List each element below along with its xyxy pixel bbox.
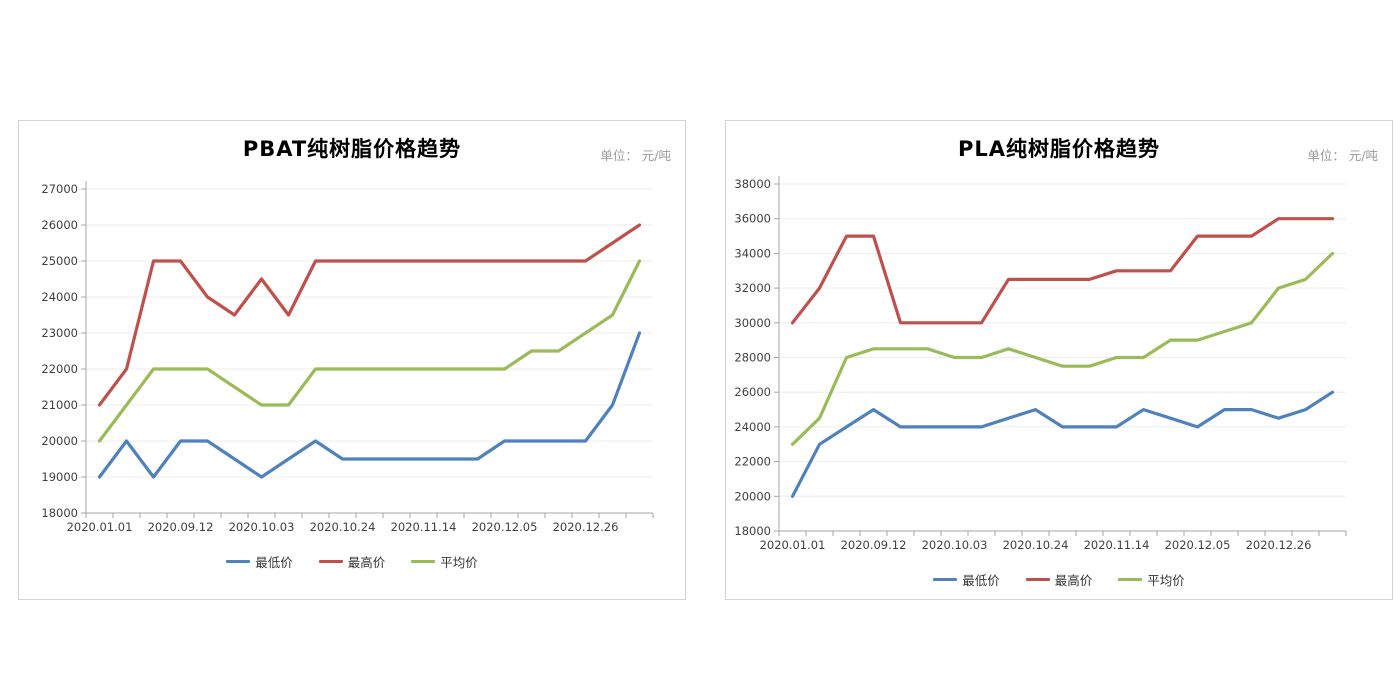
series-line-平均价 bbox=[97, 259, 642, 443]
svg-text:18000: 18000 bbox=[734, 524, 771, 538]
svg-text:2020.01.01: 2020.01.01 bbox=[67, 520, 133, 534]
legend-label: 最高价 bbox=[1054, 573, 1093, 588]
svg-text:2020.10.03: 2020.10.03 bbox=[922, 538, 988, 552]
y-axis-labels: 18000 20000 22000 24000 26000 28000 30000 32000… bbox=[734, 177, 771, 538]
legend-item-min: 最低价 bbox=[933, 570, 1000, 589]
series-line-最高价 bbox=[790, 217, 1335, 325]
svg-text:38000: 38000 bbox=[734, 177, 771, 191]
svg-text:20000: 20000 bbox=[41, 434, 78, 448]
svg-text:23000: 23000 bbox=[41, 326, 78, 340]
legend-line-swatch bbox=[1118, 578, 1143, 581]
svg-text:2020.12.26: 2020.12.26 bbox=[1246, 538, 1312, 552]
legend: 最低价 最高价 平均价 bbox=[726, 570, 1392, 589]
svg-text:24000: 24000 bbox=[41, 290, 78, 304]
svg-text:28000: 28000 bbox=[734, 351, 771, 365]
svg-text:26000: 26000 bbox=[734, 385, 771, 399]
series-line-最高价 bbox=[97, 223, 642, 407]
axes bbox=[778, 176, 1347, 536]
axes bbox=[85, 181, 654, 518]
unit-label: 单位： 元/吨 bbox=[600, 148, 671, 163]
series-line-最低价 bbox=[97, 331, 642, 479]
gridlines bbox=[81, 188, 653, 514]
svg-text:36000: 36000 bbox=[734, 212, 771, 226]
svg-text:2020.01.01: 2020.01.01 bbox=[760, 538, 826, 552]
svg-text:25000: 25000 bbox=[41, 254, 78, 268]
y-axis-labels: 18000 19000 20000 21000 22000 23000 24000 25000… bbox=[41, 182, 78, 520]
svg-text:2020.09.12: 2020.09.12 bbox=[148, 520, 214, 534]
legend-item-min: 最低价 bbox=[226, 552, 293, 571]
svg-text:2020.11.14: 2020.11.14 bbox=[1084, 538, 1150, 552]
legend-item-max: 最高价 bbox=[318, 552, 386, 571]
legend-line-swatch bbox=[933, 578, 958, 581]
pbat-line-chart: 18000 19000 20000 21000 22000 23000 24000 25000… bbox=[41, 181, 654, 534]
chart-title: PBAT纯树脂价格趋势 bbox=[242, 137, 462, 161]
svg-text:2020.10.24: 2020.10.24 bbox=[310, 520, 376, 534]
legend-item-max: 最高价 bbox=[1025, 570, 1093, 589]
series-line-平均价 bbox=[790, 251, 1335, 446]
svg-text:18000: 18000 bbox=[41, 506, 78, 520]
legend-item-avg: 平均价 bbox=[1118, 570, 1185, 589]
series-line-最低价 bbox=[790, 390, 1335, 498]
svg-text:2020.12.05: 2020.12.05 bbox=[1165, 538, 1231, 552]
legend-line-swatch bbox=[318, 560, 343, 563]
svg-text:2020.09.12: 2020.09.12 bbox=[841, 538, 907, 552]
svg-text:2020.12.05: 2020.12.05 bbox=[472, 520, 538, 534]
svg-text:22000: 22000 bbox=[734, 455, 771, 469]
svg-text:27000: 27000 bbox=[41, 182, 78, 196]
chart-title: PLA纯树脂价格趋势 bbox=[957, 137, 1161, 161]
legend-label: 最低价 bbox=[962, 573, 1000, 588]
legend-line-swatch bbox=[1025, 578, 1050, 581]
svg-text:2020.10.24: 2020.10.24 bbox=[1003, 538, 1069, 552]
x-axis-labels: 2020.01.01 2020.09.12 2020.10.03 2020.10.24… bbox=[760, 538, 1312, 552]
svg-text:30000: 30000 bbox=[734, 316, 771, 330]
svg-text:26000: 26000 bbox=[41, 218, 78, 232]
legend: 最低价 最高价 平均价 bbox=[19, 552, 685, 571]
svg-text:2020.10.03: 2020.10.03 bbox=[229, 520, 295, 534]
svg-text:34000: 34000 bbox=[734, 246, 771, 260]
legend-label: 平均价 bbox=[1147, 573, 1185, 588]
x-axis-labels: 2020.01.01 2020.09.12 2020.10.03 2020.10.24… bbox=[67, 520, 619, 534]
legend-line-swatch bbox=[411, 560, 436, 563]
pla-chart-panel: 18000 20000 22000 24000 26000 28000 30000 32000… bbox=[725, 120, 1393, 600]
svg-text:22000: 22000 bbox=[41, 362, 78, 376]
svg-text:20000: 20000 bbox=[734, 489, 771, 503]
svg-text:24000: 24000 bbox=[734, 420, 771, 434]
legend-line-swatch bbox=[226, 560, 251, 563]
svg-text:2020.12.26: 2020.12.26 bbox=[553, 520, 619, 534]
svg-text:2020.11.14: 2020.11.14 bbox=[391, 520, 457, 534]
pbat-chart-panel: 18000 19000 20000 21000 22000 23000 24000 25000… bbox=[18, 120, 686, 600]
legend-label: 最低价 bbox=[255, 555, 293, 570]
svg-text:19000: 19000 bbox=[41, 470, 78, 484]
legend-label: 平均价 bbox=[440, 555, 478, 570]
legend-label: 最高价 bbox=[347, 555, 386, 570]
legend-item-avg: 平均价 bbox=[411, 552, 478, 571]
svg-text:21000: 21000 bbox=[41, 398, 78, 412]
svg-text:32000: 32000 bbox=[734, 281, 771, 295]
unit-label: 单位： 元/吨 bbox=[1307, 148, 1378, 163]
pla-line-chart: 18000 20000 22000 24000 26000 28000 30000 32000… bbox=[734, 176, 1347, 552]
